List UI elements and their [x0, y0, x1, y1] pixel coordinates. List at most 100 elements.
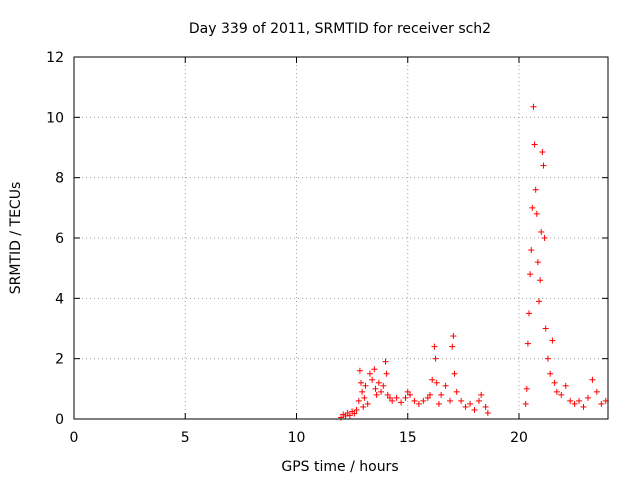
data-point: [539, 149, 546, 156]
x-tick-label: 20: [510, 430, 528, 446]
data-point: [453, 388, 460, 395]
data-point: [429, 376, 436, 383]
data-point: [402, 394, 409, 401]
data-point: [378, 388, 385, 395]
data-point: [547, 370, 554, 377]
x-axis-label: GPS time / hours: [281, 459, 398, 475]
data-point: [536, 298, 543, 305]
data-point: [562, 382, 569, 389]
data-point: [553, 388, 560, 395]
y-tick-label: 2: [55, 352, 64, 368]
data-point: [540, 162, 547, 169]
data-point: [353, 406, 360, 413]
data-point: [526, 310, 533, 317]
data-point: [424, 394, 431, 401]
data-point: [478, 391, 485, 398]
data-point: [580, 403, 587, 410]
y-tick-label: 12: [46, 50, 64, 66]
data-point: [589, 376, 596, 383]
data-point: [398, 399, 405, 406]
y-axis-label: SRMTID / TECUs: [8, 182, 24, 295]
data-point: [393, 394, 400, 401]
data-point: [593, 388, 600, 395]
data-point: [571, 400, 578, 407]
y-tick-label: 10: [46, 110, 64, 126]
plot-frame: [73, 56, 609, 420]
data-point: [383, 370, 390, 377]
data-point: [533, 210, 540, 217]
y-tick-label: 8: [55, 171, 64, 187]
data-point: [524, 340, 531, 347]
data-point: [438, 391, 445, 398]
data-point: [530, 103, 537, 110]
data-point: [549, 337, 556, 344]
data-point: [442, 382, 449, 389]
data-point: [458, 397, 465, 404]
x-tick-label: 0: [70, 430, 79, 446]
data-point: [366, 370, 373, 377]
data-point: [346, 412, 353, 419]
x-tick-label: 10: [288, 430, 306, 446]
data-point: [529, 204, 536, 211]
data-point: [433, 379, 440, 386]
data-point: [558, 391, 565, 398]
data-point: [382, 358, 389, 365]
tick-marks: [73, 56, 608, 420]
data-point: [362, 382, 369, 389]
y-tick-label: 6: [55, 231, 64, 247]
data-point: [450, 333, 457, 340]
data-point: [431, 343, 438, 350]
data-point: [358, 379, 365, 386]
y-tick-label: 4: [55, 291, 64, 307]
data-point: [527, 271, 534, 278]
chart-title: Day 339 of 2011, SRMTID for receiver sch…: [189, 21, 491, 37]
data-points: [338, 103, 609, 421]
data-point: [389, 397, 396, 404]
data-point: [567, 397, 574, 404]
data-point: [355, 397, 362, 404]
data-point: [415, 400, 422, 407]
data-point: [542, 325, 549, 332]
x-tick-label: 5: [181, 430, 190, 446]
data-point: [523, 385, 530, 392]
data-point: [380, 382, 387, 389]
data-point: [359, 388, 366, 395]
data-point: [484, 409, 491, 416]
data-point: [372, 385, 379, 392]
data-point: [449, 343, 456, 350]
data-point: [528, 247, 535, 254]
data-point: [371, 366, 378, 373]
data-point: [361, 394, 368, 401]
data-point: [544, 355, 551, 362]
x-tick-label: 15: [399, 430, 417, 446]
data-point: [447, 397, 454, 404]
data-point: [522, 400, 529, 407]
data-point: [467, 400, 474, 407]
data-point: [351, 410, 358, 417]
data-point: [598, 400, 605, 407]
data-point: [364, 400, 371, 407]
data-point: [427, 391, 433, 398]
data-point: [532, 186, 539, 193]
grid-lines: [74, 57, 608, 419]
data-point: [471, 406, 478, 413]
data-point: [482, 403, 489, 410]
data-point: [369, 376, 376, 383]
data-point: [342, 412, 349, 419]
data-point: [373, 391, 380, 398]
data-point: [576, 397, 583, 404]
data-point: [432, 355, 439, 362]
data-point: [475, 397, 482, 404]
data-point: [534, 259, 541, 266]
data-point: [406, 391, 413, 398]
data-point: [462, 403, 469, 410]
data-point: [435, 400, 442, 407]
data-point: [531, 141, 538, 148]
data-point: [411, 397, 418, 404]
data-point: [375, 379, 382, 386]
y-tick-label: 0: [55, 412, 64, 428]
data-point: [360, 403, 367, 410]
data-point: [584, 394, 591, 401]
data-point: [356, 367, 363, 374]
